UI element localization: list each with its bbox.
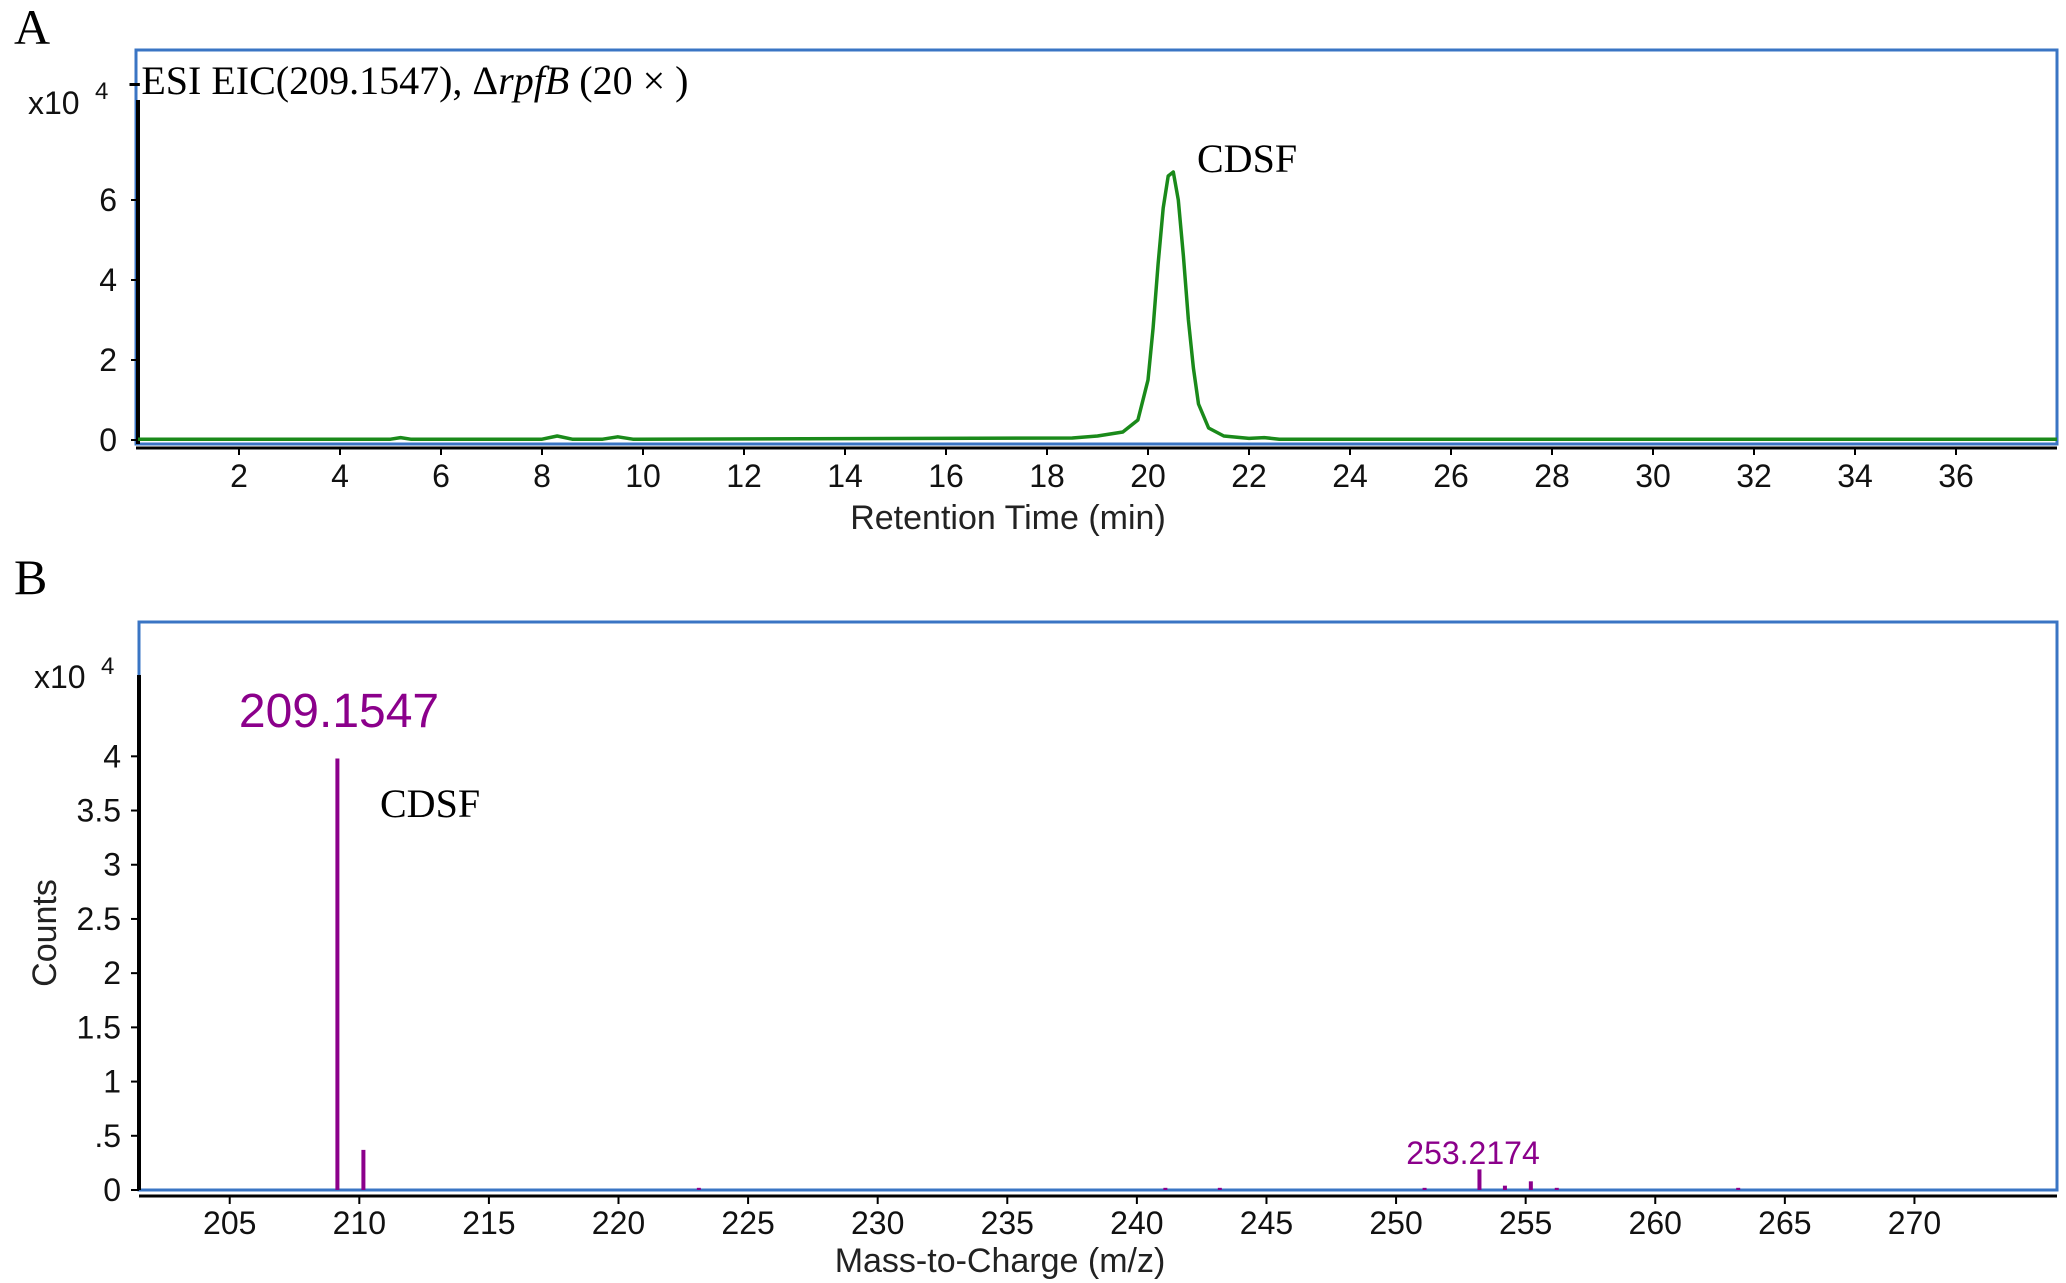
- mass-spectrum-y-tick-label-8: 4: [103, 738, 121, 774]
- chromatogram-peak-annotation: CDSF: [1197, 136, 1297, 181]
- panel-b-letter: B: [14, 549, 47, 605]
- chromatogram-y-tick-label-3: 6: [99, 182, 117, 218]
- mass-spectrum-y-tick-label-0: 0: [103, 1172, 121, 1208]
- chromatogram-x-tick-label-10: 22: [1231, 458, 1267, 494]
- chromatogram-x-tick-label-17: 36: [1938, 458, 1974, 494]
- chromatogram-y-tick-label-2: 4: [99, 262, 117, 298]
- mass-spectrum-x-tick-label-9: 250: [1369, 1205, 1422, 1241]
- mass-spectrum-x-tick-label-0: 205: [203, 1205, 256, 1241]
- mass-spectrum-x-tick-label-4: 225: [721, 1205, 774, 1241]
- mass-spectrum-x-tick-label-1: 210: [333, 1205, 386, 1241]
- chromatogram-x-tick-label-16: 34: [1837, 458, 1873, 494]
- chromatogram-x-tick-label-13: 28: [1534, 458, 1570, 494]
- mass-spectrum-y-tick-label-5: 2.5: [77, 901, 121, 937]
- peak-label-209: 209.1547: [239, 685, 439, 738]
- chromatogram-x-tick-label-14: 30: [1635, 458, 1671, 494]
- peak-label-253: 253.2174: [1406, 1135, 1539, 1171]
- chromatogram-x-tick-label-9: 20: [1130, 458, 1166, 494]
- chromatogram-title: -ESI EIC(209.1547), ΔrpfB (20 × ): [128, 58, 688, 103]
- chromatogram-x-tick-label-3: 8: [533, 458, 551, 494]
- mass-spectrum-panel: x10 4 Counts 0 .5 1 1.5 2 2.5 3 3.5 4 205 210 215 2…: [26, 620, 2059, 1280]
- mass-spectrum-x-tick-label-10: 255: [1499, 1205, 1552, 1241]
- mass-spectrum-y-tick-label-1: .5: [94, 1118, 121, 1154]
- mass-spectrum-peaks: [335, 758, 1741, 1190]
- mass-spectrum-x-tick-label-12: 265: [1758, 1205, 1811, 1241]
- chromatogram-x-tick-label-4: 10: [625, 458, 661, 494]
- chromatogram-x-tick-label-1: 4: [331, 458, 349, 494]
- chromatogram-x-tick-label-0: 2: [230, 458, 248, 494]
- chromatogram-frame: [134, 48, 2059, 446]
- mass-spectrum-x-tick-label-13: 270: [1888, 1205, 1941, 1241]
- chromatogram-x-tick-label-6: 14: [827, 458, 863, 494]
- mass-spectrum-y-axis-label: Counts: [26, 879, 64, 987]
- mass-spectrum-x-tick-label-2: 215: [462, 1205, 515, 1241]
- chromatogram-trace: [138, 170, 2057, 441]
- mass-spectrum-y-tick-label-7: 3.5: [77, 793, 121, 829]
- mass-spectrum-y-tick-label-3: 1.5: [77, 1009, 121, 1045]
- chromatogram-x-tick-label-12: 26: [1433, 458, 1469, 494]
- mass-spectrum-x-tick-label-3: 220: [592, 1205, 645, 1241]
- mass-spectrum-x-tick-label-7: 240: [1110, 1205, 1163, 1241]
- mass-spectrum-x-tick-label-6: 235: [981, 1205, 1034, 1241]
- chromatogram-y-multiplier-exponent: 4: [95, 78, 108, 105]
- mass-spectrum-x-axis-label: Mass-to-Charge (m/z): [835, 1242, 1166, 1280]
- mass-spectrum-peak-annotation: CDSF: [380, 781, 480, 826]
- mass-spectrum-x-tick-label-11: 260: [1629, 1205, 1682, 1241]
- chromatogram-x-tick-label-15: 32: [1736, 458, 1772, 494]
- chromatogram-x-tick-label-11: 24: [1332, 458, 1368, 494]
- chromatogram-panel: -ESI EIC(209.1547), ΔrpfB (20 × ) x10 4 …: [28, 48, 2059, 537]
- chromatogram-y-multiplier: x10: [28, 85, 80, 121]
- mass-spectrum-y-tick-label-2: 1: [103, 1064, 121, 1100]
- chromatogram-y-tick-label-1: 2: [99, 342, 117, 378]
- mass-spectrum-y-multiplier-exponent: 4: [101, 653, 114, 680]
- chromatogram-x-tick-label-8: 18: [1029, 458, 1065, 494]
- mass-spectrum-x-tick-label-5: 230: [851, 1205, 904, 1241]
- mass-spectrum-x-tick-label-8: 245: [1240, 1205, 1293, 1241]
- mass-spectrum-y-tick-label-6: 3: [103, 847, 121, 883]
- chromatogram-x-tick-label-7: 16: [928, 458, 964, 494]
- chromatogram-y-tick-label-0: 0: [99, 422, 117, 458]
- chromatogram-x-tick-label-5: 12: [726, 458, 762, 494]
- chromatogram-x-axis-label: Retention Time (min): [850, 499, 1166, 537]
- mass-spectrum-y-tick-label-4: 2: [103, 955, 121, 991]
- mass-spectrum-y-multiplier: x10: [34, 659, 86, 695]
- panel-a-letter: A: [14, 0, 50, 55]
- chromatogram-x-tick-label-2: 6: [432, 458, 450, 494]
